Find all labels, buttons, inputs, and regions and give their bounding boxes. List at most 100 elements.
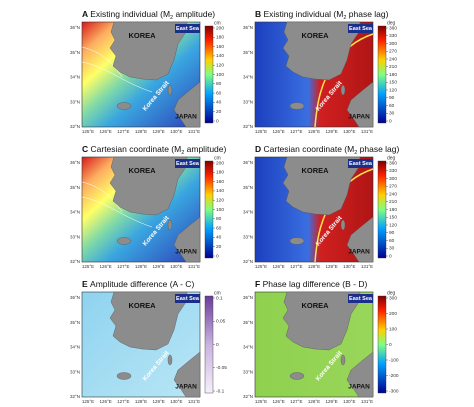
lon-label: 126°E [273, 399, 285, 404]
lon-label: 125°E [255, 129, 267, 134]
map-label: JAPAN [348, 249, 370, 256]
colorbar-tick-label: 200 [216, 25, 224, 31]
colorbar [377, 160, 387, 259]
colorbar-tick-label: 100 [216, 207, 224, 213]
lat-label: 33°N [243, 234, 253, 239]
colorbar-tick-label: 100 [216, 72, 224, 78]
lon-label: 129°E [153, 399, 165, 404]
lon-label: 128°E [308, 264, 320, 269]
land-jeju [289, 102, 305, 110]
colorbar-tick-label: 200 [216, 160, 224, 166]
lat-label: 32°N [243, 259, 253, 264]
map-panel: C Cartesian coordinate (M2 amplitude) KOR… [70, 144, 227, 269]
colorbar-tick-label: 160 [216, 179, 224, 185]
panel-title: A Existing individual (M2 amplitude) [82, 9, 215, 21]
colorbar-tick-label: 300 [389, 41, 397, 47]
lat-label: 32°N [243, 394, 253, 399]
colorbar-tick-label: 180 [389, 207, 397, 213]
colorbar-tick-label: 0.05 [216, 319, 226, 325]
map-panel: F Phase lag difference (B - D) KOREA East … [243, 279, 399, 404]
panel-letter: F [255, 279, 263, 289]
title-text: Phase lag difference (B - D) [263, 279, 368, 289]
lon-label: 126°E [100, 264, 112, 269]
map-label: KOREA [128, 166, 156, 175]
lat-label: 33°N [70, 99, 80, 104]
lat-label: 34°N [243, 75, 253, 80]
lon-label: 125°E [82, 264, 94, 269]
lat-label: 35°N [70, 50, 80, 55]
panel-letter: B [255, 9, 264, 19]
map-label: JAPAN [175, 114, 197, 121]
lat-label: 34°N [243, 210, 253, 215]
east-sea-box [175, 24, 200, 33]
title-subscript: 2 [354, 150, 357, 156]
land-korea [109, 291, 188, 351]
east-sea-box [348, 294, 373, 303]
colorbar [204, 25, 214, 124]
panel-letter: D [255, 144, 264, 154]
title-text: phase lag) [357, 144, 399, 154]
colorbar-tick-label: -0.1 [216, 388, 225, 394]
lon-label: 130°E [343, 129, 355, 134]
lon-label: 131°E [188, 399, 200, 404]
east-sea-box [348, 159, 373, 168]
east-sea-box [175, 159, 200, 168]
colorbar-tick-label: 270 [389, 49, 397, 55]
colorbar-tick-label: 60 [389, 238, 395, 244]
colorbar-unit: deg [387, 20, 396, 26]
lat-label: 35°N [70, 185, 80, 190]
colorbar-tick-label: 180 [389, 72, 397, 78]
colorbar-tick-label: 210 [389, 199, 397, 205]
colorbar-tick-label: 0 [216, 118, 219, 124]
lat-label: 35°N [243, 320, 253, 325]
lon-label: 131°E [188, 264, 200, 269]
lat-label: 33°N [243, 369, 253, 374]
colorbar [377, 295, 387, 394]
lat-label: 36°N [243, 25, 253, 30]
lon-label: 129°E [326, 129, 338, 134]
map-label: KOREA [301, 166, 329, 175]
lon-label: 131°E [361, 264, 373, 269]
colorbar-tick-label: 0 [389, 342, 392, 348]
colorbar-tick-label: 100 [389, 326, 397, 332]
lat-label: 34°N [70, 210, 80, 215]
colorbar-tick-label: 90 [389, 230, 395, 236]
lat-label: 32°N [70, 259, 80, 264]
land-jeju [116, 237, 132, 245]
lon-label: 125°E [255, 399, 267, 404]
title-text: Existing individual (M [264, 9, 344, 19]
colorbar-tick-label: 240 [389, 56, 397, 62]
map-label: East Sea [349, 26, 373, 32]
title-text: Amplitude difference (A - C) [90, 279, 194, 289]
title-text: Cartesian coordinate (M [264, 144, 355, 154]
map-panel: B Existing individual (M2 phase lag) KORE… [243, 9, 397, 134]
lon-label: 127°E [117, 399, 129, 404]
colorbar-tick-label: 300 [389, 295, 397, 301]
colorbar-tick-label: 0 [389, 118, 392, 124]
colorbar-tick-label: 180 [216, 35, 224, 41]
colorbar-tick-label: 20 [216, 244, 222, 250]
colorbar-unit: deg [387, 155, 396, 161]
colorbar-tick-label: -200 [389, 373, 399, 379]
colorbar-tick-label: 0.1 [216, 295, 223, 301]
colorbar-unit: cm [214, 20, 221, 26]
colorbar-tick-label: 140 [216, 53, 224, 59]
colorbar-tick-label: 30 [389, 246, 395, 252]
colorbar [204, 295, 214, 394]
lat-label: 34°N [70, 75, 80, 80]
land-korea [282, 156, 361, 216]
lat-label: 32°N [70, 394, 80, 399]
colorbar-tick-label: 300 [389, 176, 397, 182]
land-korea [282, 21, 361, 81]
lon-label: 128°E [308, 129, 320, 134]
lon-label: 128°E [308, 399, 320, 404]
colorbar-tick-label: 150 [389, 80, 397, 86]
lon-label: 127°E [290, 399, 302, 404]
colorbar-tick-label: 270 [389, 184, 397, 190]
lon-label: 126°E [100, 399, 112, 404]
lat-label: 33°N [243, 99, 253, 104]
title-text: phase lag) [346, 9, 388, 19]
colorbar-unit: cm [214, 290, 221, 296]
lon-label: 131°E [361, 399, 373, 404]
